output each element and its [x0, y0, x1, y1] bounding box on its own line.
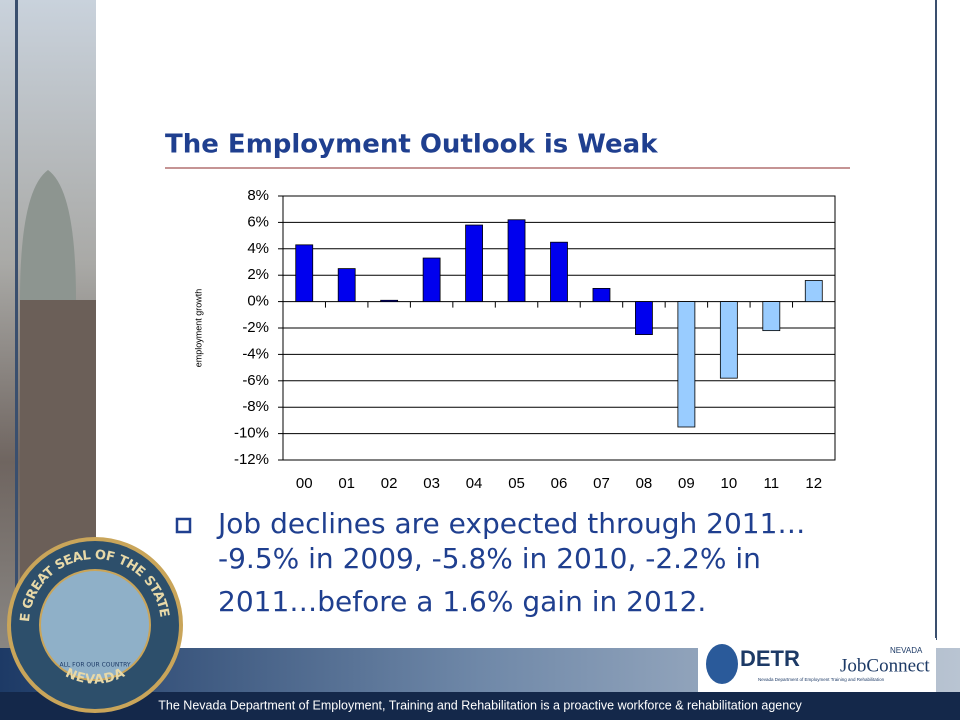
bullet-marker — [175, 517, 192, 534]
bar — [507, 219, 526, 302]
y-tick-label: -4% — [242, 345, 269, 362]
y-tick-label: 6% — [247, 213, 269, 230]
x-tick-label: 11 — [764, 475, 780, 492]
x-tick-label: 09 — [678, 475, 695, 492]
x-tick-label: 10 — [721, 475, 738, 492]
bar — [465, 224, 483, 302]
x-tick-label: 05 — [508, 475, 525, 492]
y-tick-label: -2% — [242, 319, 269, 336]
y-tick-label: 8% — [247, 187, 269, 204]
footer-strip — [0, 692, 960, 720]
bar — [677, 301, 696, 428]
bullet-line: 2011…before a 1.6% gain in 2012. — [218, 585, 706, 618]
plot-frame — [282, 195, 836, 461]
bar — [422, 257, 441, 303]
bar — [762, 301, 781, 332]
slide-title: The Employment Outlook is Weak — [165, 130, 658, 160]
bar — [337, 268, 356, 303]
x-tick-label: 04 — [466, 475, 483, 492]
y-tick-label: -6% — [242, 372, 269, 389]
x-tick-label: 01 — [338, 475, 355, 492]
bar — [804, 280, 823, 303]
y-tick-label: 2% — [247, 266, 269, 283]
bullet-line: Job declines are expected through 2011… — [216, 507, 805, 540]
detr-logo: DETR — [740, 646, 800, 671]
seal-bottom: NEVADA — [63, 665, 127, 687]
y-tick-label: -8% — [242, 398, 269, 415]
y-tick-label: -10% — [234, 425, 269, 442]
seal-center — [39, 569, 151, 681]
y-tick-label: 0% — [247, 293, 269, 310]
y-tick-label: 4% — [247, 240, 269, 257]
bar — [380, 299, 399, 302]
bar — [550, 241, 568, 302]
bar — [592, 287, 611, 302]
bullet-line: -9.5% in 2009, -5.8% in 2010, -2.2% in — [218, 542, 761, 575]
x-tick-label: 02 — [381, 475, 398, 492]
border — [15, 0, 18, 660]
x-tick-label: 08 — [636, 475, 653, 492]
state-logo: NEVADA — [890, 646, 923, 655]
x-tick-label: 06 — [551, 475, 568, 492]
x-tick-label: 12 — [805, 475, 822, 492]
seal-bottom-text: NEVADA — [63, 665, 127, 687]
y-axis-label: employment growth — [193, 289, 203, 368]
footer-text: The Nevada Department of Employment, Tra… — [158, 698, 802, 712]
bar — [295, 244, 314, 302]
y-tick-label: -12% — [234, 451, 269, 468]
seal-motto: ALL FOR OUR COUNTRY — [59, 662, 130, 669]
bullets: Job declines are expected through 2011…-… — [216, 507, 805, 618]
jobconnect-logo: JobConnect — [840, 655, 930, 676]
x-tick-label: 07 — [593, 475, 610, 492]
x-tick-label: 03 — [423, 475, 440, 492]
bar — [635, 301, 653, 336]
detr-sub: Nevada Department of Employment Training… — [758, 677, 885, 682]
dome — [20, 170, 76, 300]
x-tick-label: 00 — [296, 475, 313, 492]
bar — [719, 301, 738, 379]
detr-icon — [706, 644, 738, 684]
